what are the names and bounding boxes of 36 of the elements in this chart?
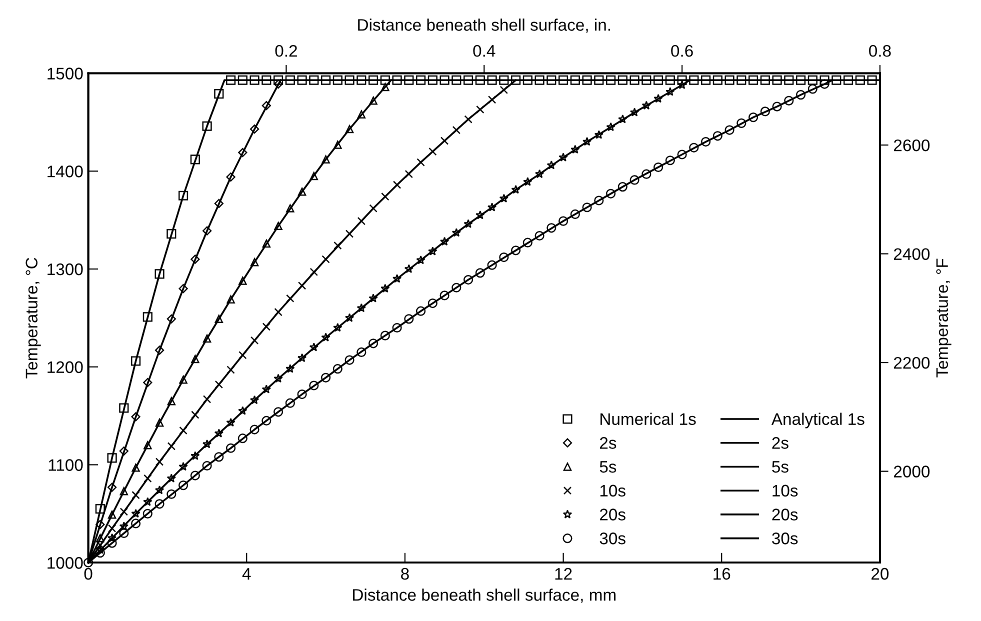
y-tick-label: 1400 bbox=[48, 166, 83, 178]
y2-tick-label: 2200 bbox=[894, 356, 930, 369]
x-tick-label: 16 bbox=[714, 568, 730, 580]
legend-label: 5s bbox=[600, 461, 616, 473]
x2-tick-label: 0.8 bbox=[869, 44, 891, 57]
x-tick-label: 0 bbox=[84, 568, 92, 580]
legend-label: 30s bbox=[772, 532, 798, 544]
legend-label: Analytical 1s bbox=[771, 412, 864, 428]
y-tick-label: 1300 bbox=[48, 263, 83, 276]
x-tick-label: 20 bbox=[872, 568, 889, 580]
y-tick-label: 1500 bbox=[48, 68, 83, 80]
legend-label: 20s bbox=[772, 508, 798, 520]
y-axis-title: Temperature, °C bbox=[26, 258, 41, 378]
x2-axis-title: Distance beneath shell surface, in. bbox=[358, 18, 610, 33]
y2-tick-label: 2600 bbox=[894, 139, 930, 152]
x2-tick-label: 0.6 bbox=[671, 44, 693, 57]
y-tick-label: 1000 bbox=[48, 557, 83, 569]
y2-tick-label: 2000 bbox=[894, 466, 930, 478]
legend-label: 10s bbox=[772, 484, 798, 497]
x-tick-label: 4 bbox=[242, 568, 251, 580]
legend-label: 30s bbox=[600, 532, 626, 544]
x-axis-title: Distance beneath shell surface, mm bbox=[353, 588, 616, 603]
y-tick-label: 1200 bbox=[48, 361, 83, 374]
legend-label: 10s bbox=[600, 484, 626, 497]
legend-label: 20s bbox=[600, 508, 626, 520]
x2-tick-label: 0.4 bbox=[473, 44, 496, 57]
legend-label: 2s bbox=[600, 437, 616, 449]
legend-label: 2s bbox=[772, 437, 788, 449]
y2-axis-title: Temperature, °F bbox=[936, 258, 952, 378]
legend-label: 5s bbox=[772, 461, 788, 473]
x-tick-label: 8 bbox=[401, 568, 409, 580]
y2-tick-label: 2400 bbox=[894, 248, 930, 260]
x-tick-label: 12 bbox=[555, 568, 572, 580]
legend-label: Numerical 1s bbox=[600, 412, 696, 425]
y-tick-label: 1100 bbox=[48, 459, 83, 471]
x2-tick-label: 0.2 bbox=[275, 44, 297, 57]
